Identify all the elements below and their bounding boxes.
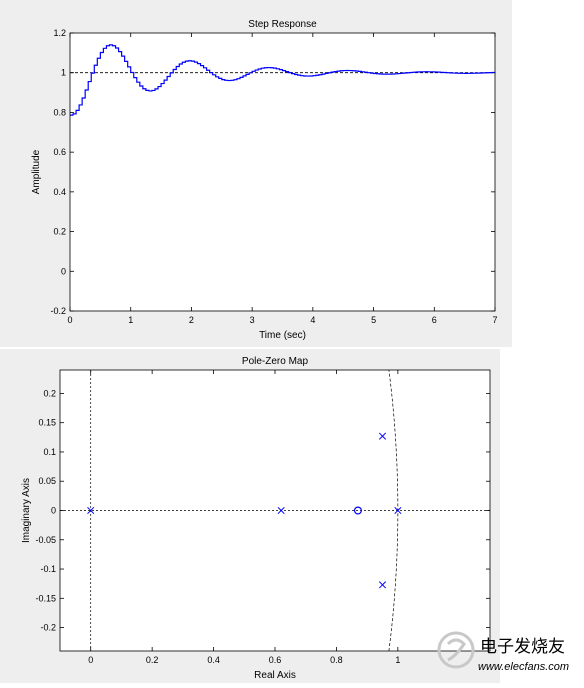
pole-marker <box>87 506 95 515</box>
pz-xtick-label: 0.4 <box>207 655 220 665</box>
step-xtick-label: 6 <box>432 315 437 325</box>
pz-ytick-label: -0.15 <box>35 593 56 603</box>
step-ytick-label: 0.6 <box>53 147 66 157</box>
pz-ytick-label: -0.1 <box>40 564 56 574</box>
pole-marker <box>277 506 285 515</box>
step-xtick-label: 2 <box>189 315 194 325</box>
pole-marker <box>378 432 387 440</box>
pz-xtick-label: 0 <box>88 655 93 665</box>
step-ytick-label: 0 <box>61 266 66 276</box>
watermark-logo-icon: 电子发烧友 www.elecfans.com <box>437 631 569 673</box>
pz-xtick-label: 0.8 <box>330 655 343 665</box>
pz-ylabel: Imaginary Axis <box>21 478 32 543</box>
pz-xtick-label: 0.2 <box>146 655 159 665</box>
pz-xtick-label: 0.6 <box>269 655 282 665</box>
pz-axes-box <box>59 369 491 652</box>
pz-xlabel: Real Axis <box>254 670 296 681</box>
pz-plot-area <box>60 370 490 651</box>
step-response-plot: Step Response Time (sec) Amplitude 0 1 2 3 4 5 6 7… <box>31 19 498 341</box>
pole-marker-stroke <box>378 432 387 440</box>
pz-xtick-label: 1 <box>395 655 400 665</box>
step-ytick-label: 1.2 <box>53 28 66 38</box>
step-title: Step Response <box>248 19 317 30</box>
pole-marker <box>394 506 402 515</box>
pole-marker-stroke <box>87 506 95 515</box>
pole-zero-figure: Pole-Zero Map Real Axis Imaginary Axis 0 0.2… <box>0 349 500 683</box>
pz-ytick-label: 0.2 <box>43 388 56 398</box>
pz-ytick-label: -0.2 <box>40 623 56 633</box>
pz-title: Pole-Zero Map <box>242 356 309 367</box>
pz-ytick-label: 0 <box>51 506 56 516</box>
pz-ytick-label: 0.15 <box>38 418 56 428</box>
step-ytick-label: 0.4 <box>53 187 66 197</box>
watermark: 电子发烧友 www.elecfans.com <box>434 626 584 680</box>
step-xtick-label: 7 <box>492 315 497 325</box>
step-ytick-label: 1 <box>61 68 66 78</box>
watermark-text: 电子发烧友 <box>480 637 565 656</box>
pz-ytick-label: 0.05 <box>38 476 56 486</box>
pole-marker <box>378 581 387 589</box>
step-plot-area <box>70 33 495 311</box>
step-xlabel: Time (sec) <box>259 330 306 341</box>
step-ytick-label: 0.2 <box>53 227 66 237</box>
step-xtick-label: 5 <box>371 315 376 325</box>
pole-marker-stroke <box>394 506 402 515</box>
step-ytick-label: -0.2 <box>50 306 66 316</box>
pole-marker-stroke <box>378 581 387 589</box>
step-xtick-label: 1 <box>128 315 133 325</box>
step-xtick-label: 4 <box>310 315 315 325</box>
zero-marker <box>353 506 362 515</box>
step-xtick-label: 3 <box>250 315 255 325</box>
step-ytick-label: 0.8 <box>53 107 66 117</box>
pz-ytick-label: 0.1 <box>43 447 56 457</box>
step-response-line <box>70 44 496 116</box>
pz-ytick-label: -0.05 <box>35 535 56 545</box>
step-ylabel: Amplitude <box>31 149 42 194</box>
pole-marker-stroke <box>277 506 285 515</box>
step-response-figure: Step Response Time (sec) Amplitude 0 1 2 3 4 5 6 7… <box>0 0 512 347</box>
step-axes-box <box>69 32 496 312</box>
watermark-url: www.elecfans.com <box>478 661 569 673</box>
step-xtick-label: 0 <box>67 315 72 325</box>
pole-zero-plot: Pole-Zero Map Real Axis Imaginary Axis 0 0.2… <box>21 356 491 681</box>
